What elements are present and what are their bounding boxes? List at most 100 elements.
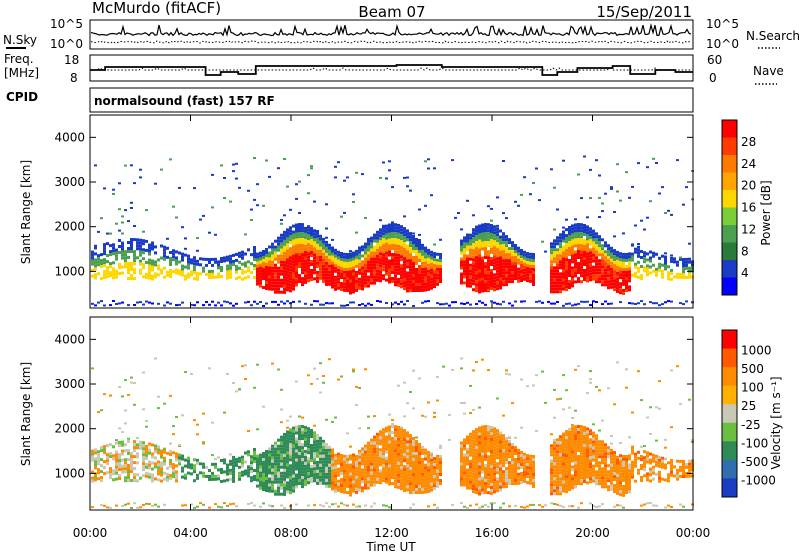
range-gate-cell	[643, 228, 646, 231]
range-gate-cell	[130, 464, 133, 467]
range-gate-cell	[154, 357, 157, 360]
range-gate-cell	[427, 477, 430, 481]
range-gate-cell	[463, 465, 466, 469]
range-gate-cell	[265, 489, 268, 492]
range-gate-cell	[358, 286, 361, 290]
range-gate-cell	[568, 286, 571, 289]
range-gate-cell	[277, 489, 280, 493]
range-gate-cell	[175, 470, 178, 474]
range-gate-cell	[436, 469, 439, 473]
range-gate-cell	[478, 462, 481, 466]
range-gate-cell	[598, 259, 601, 263]
range-gate-cell	[187, 272, 190, 276]
range-gate-cell	[130, 455, 133, 458]
range-gate-cell	[685, 266, 688, 270]
range-gate-cell	[292, 260, 295, 264]
range-gate-cell	[502, 241, 505, 245]
range-gate-cell	[313, 479, 316, 483]
range-gate-cell	[301, 416, 304, 419]
range-gate-cell	[616, 256, 619, 260]
range-gate-cell	[523, 300, 526, 303]
range-gate-cell	[274, 447, 277, 451]
range-gate-cell	[124, 164, 127, 167]
range-gate-cell	[292, 441, 295, 445]
range-gate-cell	[469, 254, 472, 258]
range-gate-cell	[322, 439, 325, 443]
range-gate-cell	[412, 268, 415, 271]
range-gate-cell	[553, 489, 556, 493]
range-gate-cell	[256, 472, 259, 476]
range-gate-cell	[253, 504, 256, 507]
range-gate-cell	[412, 470, 415, 473]
range-gate-cell	[286, 234, 289, 238]
range-gate-cell	[397, 229, 400, 233]
range-gate-cell	[502, 253, 505, 257]
range-gate-cell	[613, 264, 616, 268]
range-gate-cell	[163, 254, 166, 258]
range-gate-cell	[499, 259, 502, 263]
range-gate-cell	[511, 458, 514, 462]
range-gate-cell	[460, 450, 463, 454]
range-gate-cell	[256, 264, 259, 268]
range-gate-cell	[382, 452, 385, 456]
range-gate-cell	[91, 470, 94, 474]
range-gate-cell	[262, 476, 265, 479]
range-gate-cell	[214, 275, 217, 279]
range-gate-cell	[499, 274, 502, 278]
range-gate-cell	[238, 251, 241, 255]
range-gate-cell	[373, 459, 376, 463]
range-gate-cell	[304, 253, 307, 257]
range-gate-cell	[424, 273, 427, 277]
range-gate-cell	[322, 249, 325, 253]
range-gate-cell	[106, 260, 109, 264]
range-gate-cell	[379, 436, 382, 440]
range-gate-cell	[313, 200, 316, 203]
range-gate-cell	[499, 455, 502, 459]
range-gate-cell	[169, 263, 172, 266]
range-gate-cell	[406, 485, 409, 489]
range-gate-cell	[484, 428, 487, 431]
range-gate-cell	[340, 502, 343, 505]
range-gate-cell	[481, 470, 484, 474]
range-gate-cell	[406, 449, 409, 453]
range-gate-cell	[487, 286, 490, 290]
range-gate-cell	[124, 470, 127, 474]
range-gate-cell	[487, 464, 490, 468]
range-gate-cell	[100, 458, 103, 462]
range-gate-cell	[430, 476, 433, 480]
range-gate-cell	[103, 273, 106, 277]
range-gate-cell	[562, 226, 565, 229]
range-gate-cell	[259, 272, 262, 276]
range-gate-cell	[367, 257, 370, 261]
range-gate-cell	[565, 481, 568, 485]
range-gate-cell	[316, 481, 319, 485]
range-gate-cell	[583, 275, 586, 278]
range-gate-cell	[274, 275, 277, 279]
range-gate-cell	[130, 268, 133, 271]
range-gate-cell	[133, 256, 136, 260]
range-gate-cell	[271, 284, 274, 288]
range-gate-cell	[181, 457, 184, 461]
range-gate-cell	[394, 464, 397, 468]
range-gate-cell	[286, 457, 289, 461]
range-gate-cell	[112, 457, 115, 461]
range-gate-cell	[388, 160, 391, 163]
range-gate-cell	[133, 182, 136, 185]
range-gate-cell	[244, 252, 247, 256]
range-gate-cell	[235, 390, 238, 393]
range-gate-cell	[256, 282, 259, 286]
range-gate-cell	[550, 281, 553, 285]
range-gate-cell	[409, 277, 412, 281]
range-gate-cell	[559, 462, 562, 466]
range-gate-cell	[289, 226, 292, 230]
range-gate-cell	[505, 476, 508, 480]
range-gate-cell	[328, 478, 331, 482]
range-gate-cell	[178, 456, 181, 460]
range-gate-cell	[229, 272, 232, 276]
range-gate-cell	[526, 264, 529, 268]
range-gate-cell	[556, 239, 559, 243]
range-gate-cell	[226, 255, 229, 259]
range-gate-cell	[343, 279, 346, 283]
range-gate-cell	[415, 476, 418, 479]
range-gate-cell	[571, 417, 574, 419]
